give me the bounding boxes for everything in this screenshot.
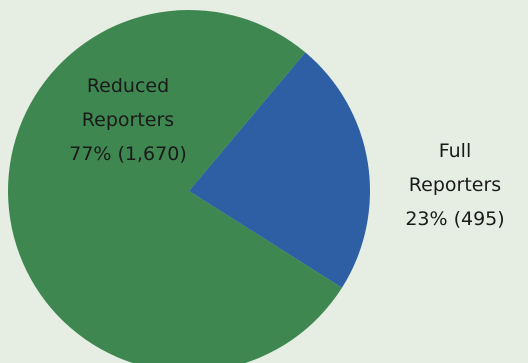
slice-label-reduced-line1: Reduced — [87, 75, 169, 97]
slice-value-reduced: 77% (1,670) — [69, 143, 187, 165]
slice-label-reduced-line2: Reporters — [82, 109, 174, 131]
slice-full-reporters — [189, 52, 371, 288]
slice-label-full-line2: Reporters — [409, 174, 501, 196]
slice-reduced-reporters — [7, 10, 342, 363]
slice-label-full-line1: Full — [439, 140, 472, 162]
slice-value-full: 23% (495) — [405, 208, 504, 230]
pie-slices — [7, 10, 371, 363]
